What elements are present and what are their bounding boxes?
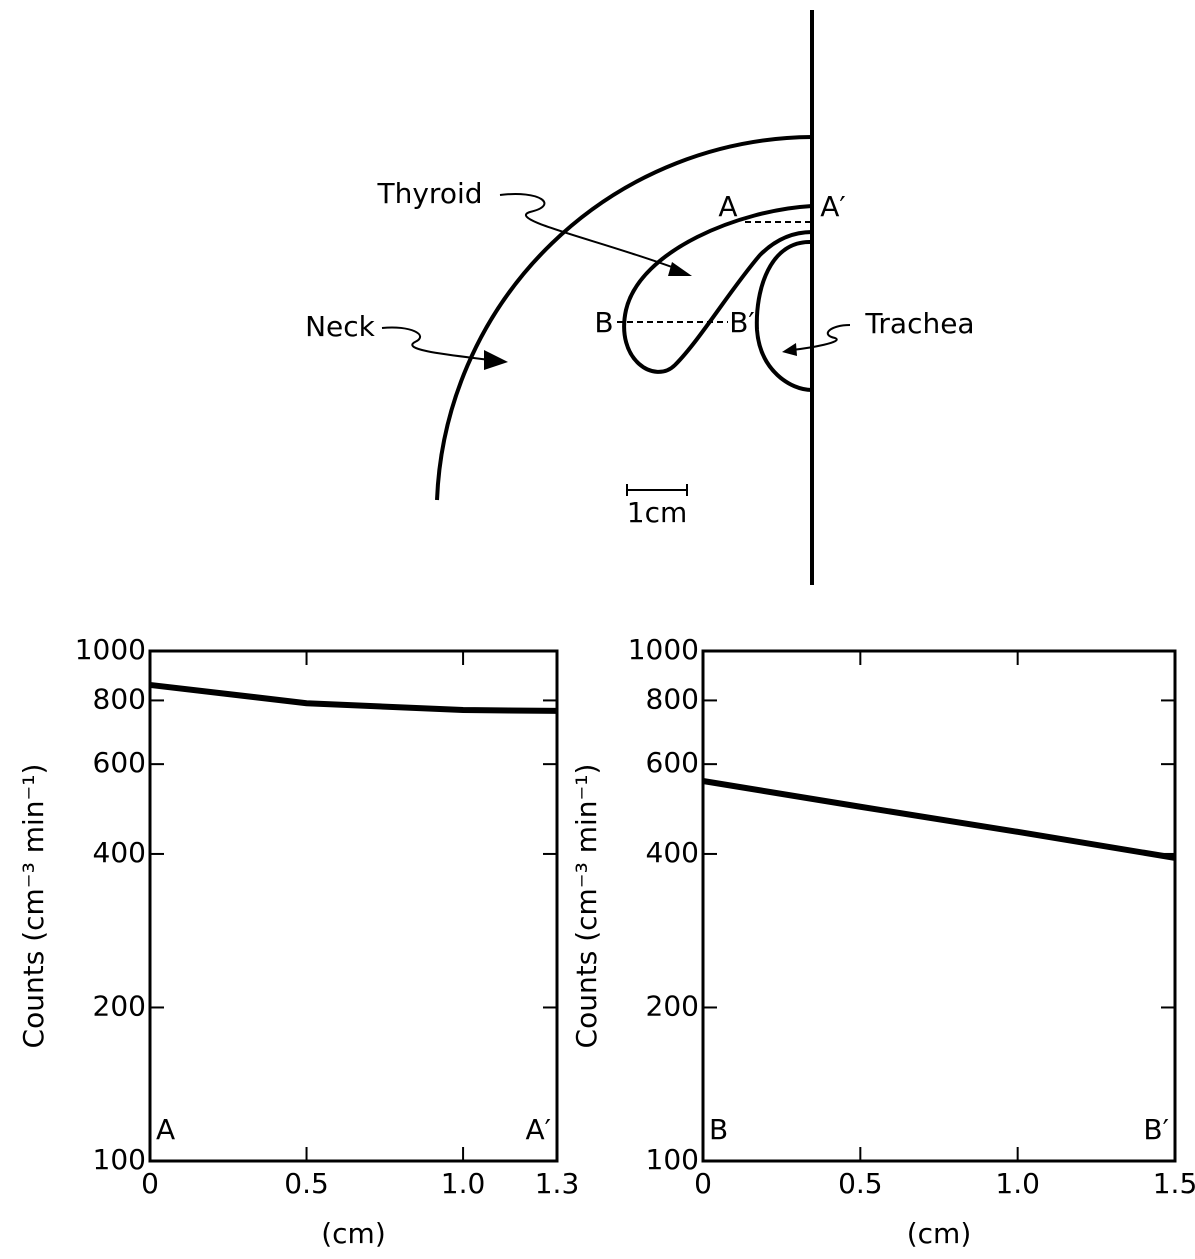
diagram: Thyroid Neck Trachea A A′ B B′ 1cm — [305, 10, 975, 585]
label: B — [594, 306, 613, 339]
x-tick-label: 1.3 — [535, 1167, 580, 1200]
annotation: A — [156, 1113, 175, 1146]
plot-frame — [148, 649, 559, 1163]
y-tick-label: 100 — [646, 1143, 699, 1176]
label: A — [718, 190, 737, 223]
y-axis-label: Counts (cm⁻³ min⁻¹) — [17, 764, 50, 1049]
y-tick-label: 800 — [93, 682, 146, 715]
y-tick-label: 200 — [646, 989, 699, 1022]
annotation: A′ — [525, 1113, 551, 1146]
trachea-arrow — [791, 324, 851, 351]
y-tick-label: 100 — [93, 1143, 146, 1176]
scale-bar — [626, 484, 688, 496]
y-tick-label: 400 — [646, 836, 699, 869]
thyroid-arrow — [499, 193, 681, 271]
trachea-outline — [754, 239, 813, 392]
label: Trachea — [864, 307, 974, 340]
label: 1cm — [627, 496, 687, 529]
x-tick-label: 1.0 — [995, 1167, 1040, 1200]
y-tick-label: 1000 — [75, 633, 146, 666]
y-tick-label: 400 — [93, 836, 146, 869]
x-tick-label: 0.5 — [838, 1167, 883, 1200]
neck-outline — [435, 135, 813, 501]
thyroid-outline — [622, 204, 813, 374]
y-tick-label: 200 — [93, 989, 146, 1022]
y-tick-label: 800 — [646, 682, 699, 715]
x-axis-label: (cm) — [321, 1217, 386, 1250]
annotation: B — [709, 1113, 728, 1146]
plot-frame — [701, 649, 1177, 1163]
x-axis-label: (cm) — [907, 1217, 972, 1250]
label: Thyroid — [377, 177, 483, 210]
arrowhead — [484, 350, 508, 370]
y-tick-label: 600 — [93, 746, 146, 779]
x-tick-label: 0 — [141, 1167, 159, 1200]
arrowhead — [782, 343, 797, 356]
x-tick-label: 0.5 — [284, 1167, 329, 1200]
y-tick-label: 600 — [646, 746, 699, 779]
label: B′ — [729, 306, 755, 339]
data-line — [702, 778, 1176, 861]
x-tick-label: 1.0 — [441, 1167, 486, 1200]
label: Neck — [305, 310, 376, 343]
label: A′ — [820, 190, 846, 223]
x-tick-label: 0 — [694, 1167, 712, 1200]
neck-arrow — [381, 326, 491, 361]
x-tick-label: 1.5 — [1153, 1167, 1195, 1200]
y-tick-label: 1000 — [628, 633, 699, 666]
y-axis-label: Counts (cm⁻³ min⁻¹) — [570, 764, 603, 1049]
annotation: B′ — [1143, 1113, 1169, 1146]
arrowhead — [668, 262, 692, 276]
data-line — [149, 681, 558, 714]
